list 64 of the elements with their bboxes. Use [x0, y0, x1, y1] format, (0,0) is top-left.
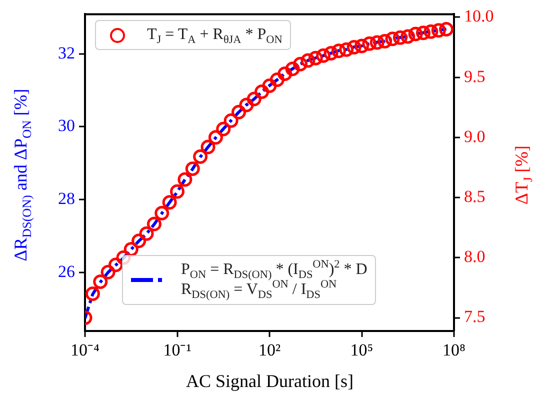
y-tick-label: 30	[58, 116, 75, 136]
point	[239, 98, 254, 112]
point	[278, 66, 292, 81]
y-tick-label: 28	[58, 189, 75, 208]
point	[324, 46, 338, 61]
point	[346, 40, 362, 55]
point	[224, 113, 238, 128]
point	[185, 161, 200, 176]
point	[431, 23, 446, 38]
point	[392, 30, 408, 45]
point	[216, 122, 231, 136]
legend: T$_{J}$ = T$_{A}$ + R$_{θJA}$ * P$_{ON}$	[95, 20, 292, 50]
point	[200, 140, 216, 154]
x-tick-label: 10⁸	[442, 340, 466, 360]
point	[146, 216, 162, 232]
x-tick-label: 10²	[258, 340, 281, 360]
point	[308, 50, 323, 66]
point	[246, 92, 262, 106]
point	[331, 44, 346, 58]
point	[232, 104, 246, 120]
x-axis-title: AC Signal Duration [s]	[186, 371, 354, 391]
point	[154, 206, 170, 220]
point	[178, 172, 192, 187]
point	[270, 72, 284, 87]
point	[100, 264, 116, 280]
point	[293, 56, 308, 72]
y-tick-label: 26	[58, 262, 75, 281]
point	[416, 26, 430, 40]
point	[385, 32, 400, 46]
point	[124, 242, 138, 256]
point	[354, 38, 369, 54]
point	[262, 78, 277, 93]
point	[108, 258, 123, 272]
y-tick-label: 32	[58, 43, 75, 62]
point	[254, 84, 270, 99]
point	[378, 34, 392, 48]
point	[362, 36, 377, 51]
point	[285, 62, 300, 76]
point	[339, 42, 354, 57]
point	[85, 286, 100, 301]
y2-tick-label: 8.0	[464, 247, 486, 266]
point	[408, 26, 423, 42]
legend-label: T$_{J}$ = T$_{A}$ + R$_{θJA}$ * P$_{ON}$	[147, 25, 282, 46]
y2-tick-label: 10.0	[464, 6, 494, 26]
point	[300, 53, 316, 68]
point	[400, 29, 416, 44]
point	[439, 22, 454, 36]
point	[316, 48, 331, 63]
y2-tick-label: 9.0	[464, 126, 486, 146]
point	[132, 234, 146, 248]
x-tick-label: 10⁻⁴	[70, 340, 100, 360]
point	[170, 184, 184, 199]
point	[193, 149, 208, 164]
point	[424, 24, 438, 39]
y2-tick-label: 7.5	[464, 307, 486, 326]
y2-tick-label: 9.5	[464, 66, 486, 86]
point	[208, 130, 223, 145]
x-tick-label: 10⁵	[350, 340, 374, 360]
point	[370, 35, 384, 50]
y2-tick-label: 8.5	[464, 187, 486, 206]
x-tick-label: 10⁻¹	[163, 340, 192, 360]
point	[139, 226, 154, 241]
point	[93, 274, 108, 289]
point	[162, 195, 177, 210]
